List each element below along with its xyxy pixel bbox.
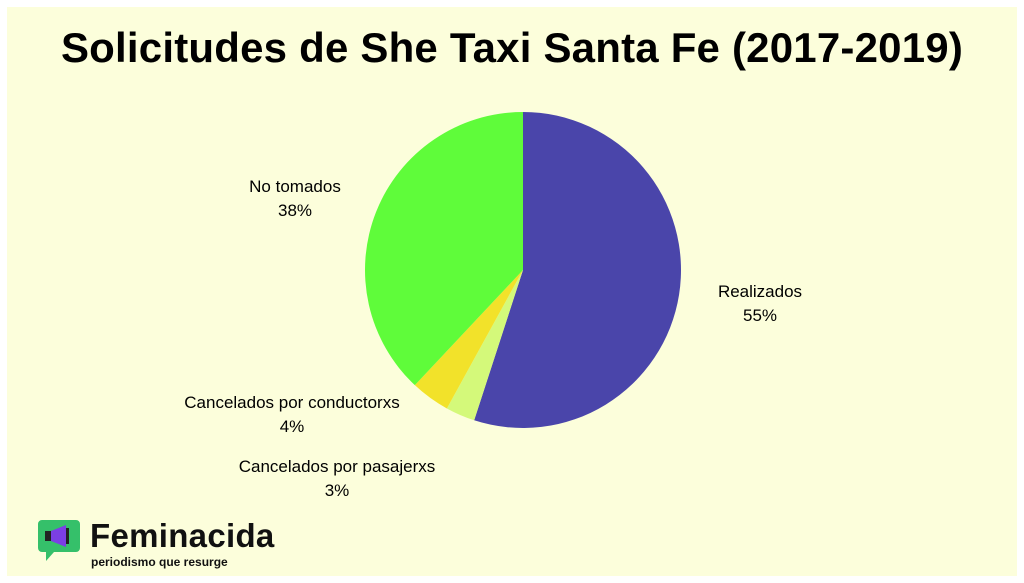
megaphone-chat-icon: [38, 520, 80, 561]
pie-slice-cancelados-por-pasajerxs: [446, 270, 523, 421]
pie-slice-cancelados-por-conductorxs: [414, 270, 523, 409]
brand-tagline: periodismo que resurge: [91, 555, 228, 569]
slice-percent-label: 4%: [280, 417, 305, 436]
brand-name: Feminacida: [90, 517, 275, 554]
slice-label: No tomados: [249, 177, 341, 196]
slice-label: Realizados: [718, 282, 802, 301]
slice-percent-label: 38%: [278, 201, 312, 220]
slice-label-group: No tomados 38%: [249, 177, 341, 220]
slice-percent-label: 3%: [325, 481, 350, 500]
slice-label: Cancelados por pasajerxs: [239, 457, 436, 476]
slice-label-group: Cancelados por conductorxs 4%: [184, 393, 399, 436]
slice-label-group: Cancelados por pasajerxs 3%: [239, 457, 436, 500]
slice-label: Cancelados por conductorxs: [184, 393, 399, 412]
pie-slice-no-tomados: [364, 112, 523, 386]
pie-slice-realizados: [474, 112, 681, 429]
slice-label-group: Realizados 55%: [718, 282, 802, 325]
chart-title: Solicitudes de She Taxi Santa Fe (2017-2…: [60, 24, 964, 71]
slice-percent-label: 55%: [743, 306, 777, 325]
